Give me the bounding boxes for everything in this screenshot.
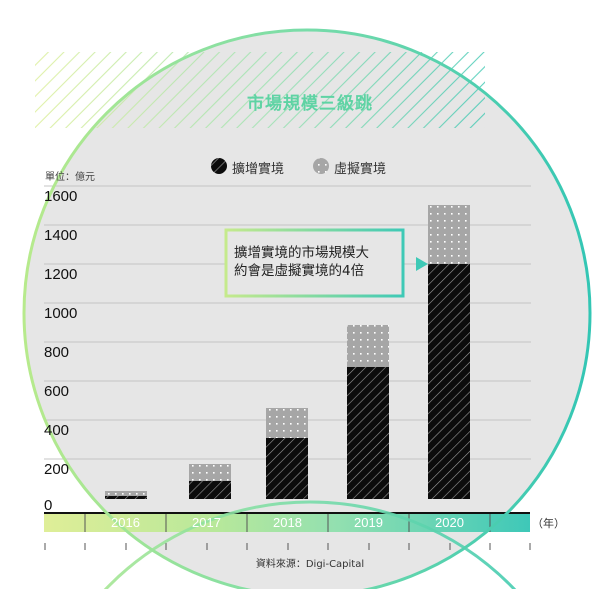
outer-ring: [22, 28, 592, 589]
callout-text: 擴增實境的市場規模大 約會是虛擬實境的4倍: [226, 230, 403, 296]
legend-vr-icon: [313, 158, 329, 174]
bar-vr-2018: [266, 408, 308, 438]
minor-ticks: [44, 543, 531, 550]
x-axis-unit: （年）: [532, 517, 565, 530]
bar-ar-2018: [266, 438, 308, 499]
callout-line-1: 擴增實境的市場規模大: [234, 245, 369, 261]
chart-title: 市場規模三級跳: [247, 94, 373, 114]
bars: [105, 205, 470, 499]
title-hatch-band: [35, 52, 485, 128]
x-label-2020: 2020: [435, 515, 464, 530]
bar-vr-2020: [428, 205, 470, 264]
y-axis-unit: 單位：億元: [45, 172, 95, 183]
y-tick-1600: 1600: [44, 188, 78, 205]
bar-ar-2017: [189, 481, 231, 499]
x-label-2018: 2018: [273, 515, 302, 530]
callout-box: [224, 228, 405, 298]
data-source: 資料來源：Digi-Capital: [255, 559, 365, 570]
y-tick-400: 400: [44, 422, 70, 439]
legend-ar-icon: [211, 158, 227, 174]
y-tick-200: 200: [44, 461, 70, 478]
x-label-2016: 2016: [111, 515, 140, 530]
y-tick-1400: 1400: [44, 227, 78, 244]
y-tick-800: 800: [44, 344, 70, 361]
y-tick-1000: 1000: [44, 305, 78, 322]
bar-ar-2016: [105, 496, 147, 499]
bar-vr-2016: [105, 491, 147, 496]
year-band-dividers: [84, 514, 491, 532]
callout-arrow-icon: [416, 257, 428, 271]
legend-ar-label: 擴增實境: [232, 162, 285, 177]
bar-vr-2019: [347, 325, 389, 367]
bar-vr-2017: [189, 464, 231, 481]
y-tick-600: 600: [44, 383, 70, 400]
x-label-2019: 2019: [354, 515, 383, 530]
y-tick-1200: 1200: [44, 266, 78, 283]
lower-ring: [103, 500, 517, 589]
legend-vr-label: 虛擬實境: [334, 162, 387, 177]
bar-ar-2019: [347, 367, 389, 499]
callout-line-2: 約會是虛擬實境的4倍: [234, 263, 365, 279]
y-tick-0: 0: [44, 497, 53, 514]
bar-ar-2020: [428, 264, 470, 499]
x-label-2017: 2017: [192, 515, 221, 530]
